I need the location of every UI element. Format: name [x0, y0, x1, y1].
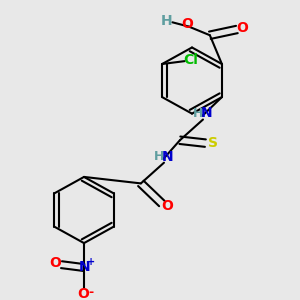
Text: N: N: [162, 150, 174, 164]
Text: O: O: [50, 256, 61, 270]
Text: -: -: [88, 286, 93, 298]
Text: O: O: [77, 287, 89, 300]
Text: O: O: [182, 17, 193, 31]
Text: O: O: [236, 21, 248, 35]
Text: H: H: [161, 14, 173, 28]
Text: N: N: [201, 106, 213, 121]
Text: S: S: [208, 136, 218, 150]
Text: +: +: [86, 257, 95, 267]
Text: Cl: Cl: [183, 53, 198, 67]
Text: O: O: [161, 199, 173, 213]
Text: H: H: [193, 107, 203, 120]
Text: H: H: [154, 150, 164, 163]
Text: N: N: [79, 260, 91, 274]
